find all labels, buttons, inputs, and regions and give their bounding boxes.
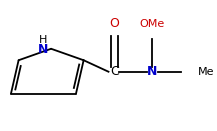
Text: C: C (110, 65, 119, 78)
Text: N: N (147, 65, 158, 78)
Text: H: H (39, 35, 48, 45)
Text: OMe: OMe (140, 19, 165, 29)
Text: Me: Me (197, 67, 214, 77)
Text: N: N (38, 43, 49, 56)
Text: O: O (109, 17, 119, 30)
